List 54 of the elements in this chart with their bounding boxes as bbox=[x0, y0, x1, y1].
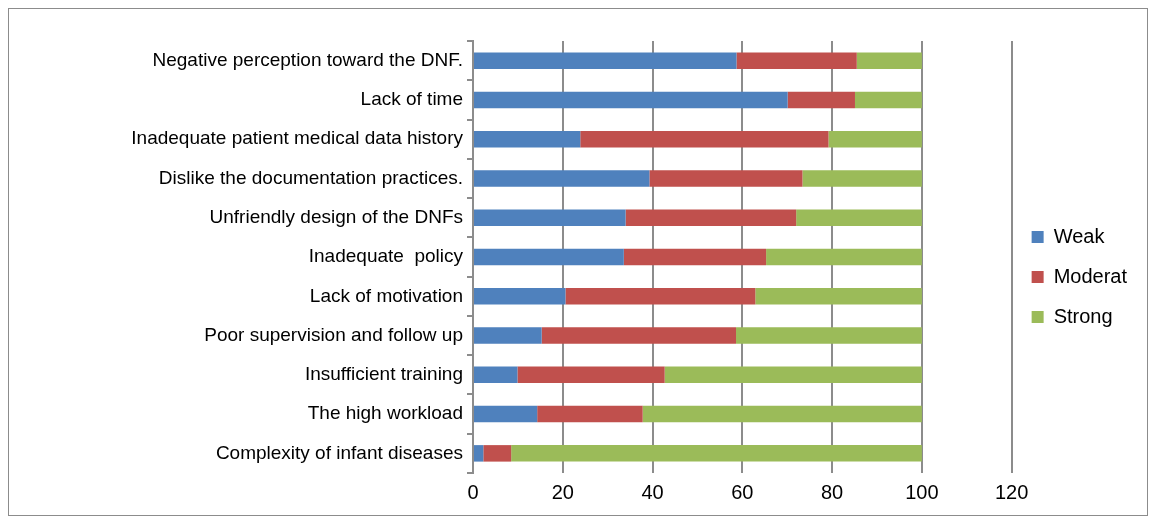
bar bbox=[856, 52, 922, 69]
x-tick-label: 40 bbox=[641, 480, 664, 503]
bar bbox=[474, 170, 650, 187]
y-tick-label: Insufficient training bbox=[304, 363, 463, 385]
bar bbox=[796, 209, 922, 226]
bar bbox=[565, 288, 756, 305]
bar bbox=[474, 52, 737, 69]
y-tick-label: Unfriendly design of the DNFs bbox=[209, 205, 463, 227]
legend-label: Strong bbox=[1053, 304, 1113, 327]
x-tick-label: 100 bbox=[905, 480, 939, 503]
x-tick-label: 0 bbox=[467, 480, 479, 503]
y-tick-label: Inadequate policy bbox=[308, 245, 464, 267]
bar bbox=[802, 170, 922, 187]
bar bbox=[736, 52, 857, 69]
y-tick-label: Complexity of infant diseases bbox=[215, 441, 463, 463]
bar bbox=[474, 248, 624, 266]
y-tick-label: Poor supervision and follow up bbox=[204, 323, 463, 345]
bar bbox=[474, 366, 518, 384]
bar bbox=[517, 366, 665, 384]
bar bbox=[766, 248, 922, 266]
bar bbox=[642, 405, 922, 423]
y-tick-label: Inadequate patient medical data history bbox=[131, 127, 464, 149]
x-tick-label: 80 bbox=[820, 480, 844, 503]
bar bbox=[483, 445, 512, 462]
y-tick-label: Lack of motivation bbox=[309, 284, 463, 306]
bar bbox=[474, 445, 484, 462]
legend-label: Moderat bbox=[1053, 264, 1128, 287]
bar bbox=[664, 366, 922, 384]
bar bbox=[854, 91, 922, 109]
y-tick-label: Negative perception toward the DNF. bbox=[152, 48, 463, 70]
x-tick-label: 120 bbox=[994, 480, 1029, 503]
y-tick-label: The high workload bbox=[307, 402, 463, 424]
bar bbox=[474, 130, 581, 148]
bar bbox=[511, 445, 922, 462]
bar bbox=[474, 405, 538, 423]
x-tick-label: 20 bbox=[551, 480, 574, 503]
x-tick-label: 60 bbox=[731, 480, 754, 503]
bar bbox=[541, 327, 737, 344]
legend-label: Weak bbox=[1053, 224, 1106, 247]
bar bbox=[828, 130, 922, 148]
bar bbox=[649, 170, 803, 187]
bar bbox=[474, 91, 788, 109]
bar bbox=[474, 327, 542, 344]
bar bbox=[474, 209, 626, 226]
bar bbox=[736, 327, 922, 344]
y-tick-label: Dislike the documentation practices. bbox=[158, 166, 463, 188]
bar bbox=[787, 91, 855, 109]
bar bbox=[755, 288, 922, 305]
bar bbox=[537, 405, 643, 423]
bar bbox=[623, 248, 767, 266]
bar bbox=[474, 288, 566, 305]
y-tick-label: Lack of time bbox=[360, 88, 463, 110]
bar bbox=[580, 130, 829, 148]
bar bbox=[625, 209, 797, 226]
